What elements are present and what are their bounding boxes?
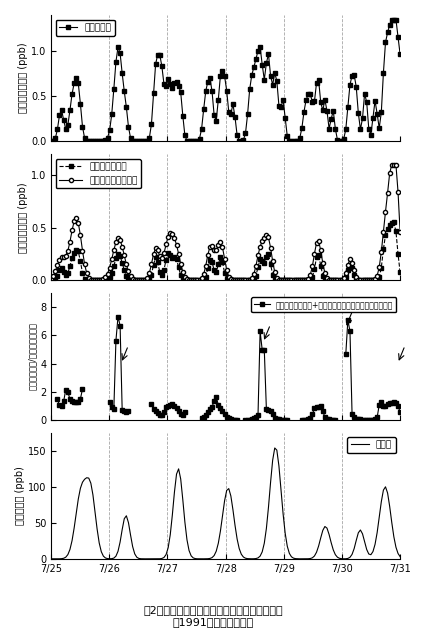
Text: 図2　イソプレンとその反応生成物の濃度変動
（1991年夏，つくば）: 図2 イソプレンとその反応生成物の濃度変動 （1991年夏，つくば） xyxy=(143,605,283,627)
Y-axis label: 反応生成物濃度 (ppb): 反応生成物濃度 (ppb) xyxy=(18,182,28,253)
Y-axis label: （反応生成物/イソプレン）比: （反応生成物/イソプレン）比 xyxy=(28,323,37,391)
Y-axis label: イソプレン濃度 (ppb): イソプレン濃度 (ppb) xyxy=(18,43,28,113)
Y-axis label: オゾン濃度 (ppb): オゾン濃度 (ppb) xyxy=(15,467,25,525)
Legend: イソプレン: イソプレン xyxy=(56,20,115,35)
Legend: メタクロレイン, メチルビニルケトン: メタクロレイン, メチルビニルケトン xyxy=(56,159,141,189)
Legend: オゾン: オゾン xyxy=(347,437,396,453)
Legend: （メタクロレイン+メチルビニルケトン）／イソプレン: （メタクロレイン+メチルビニルケトン）／イソプレン xyxy=(251,298,396,312)
